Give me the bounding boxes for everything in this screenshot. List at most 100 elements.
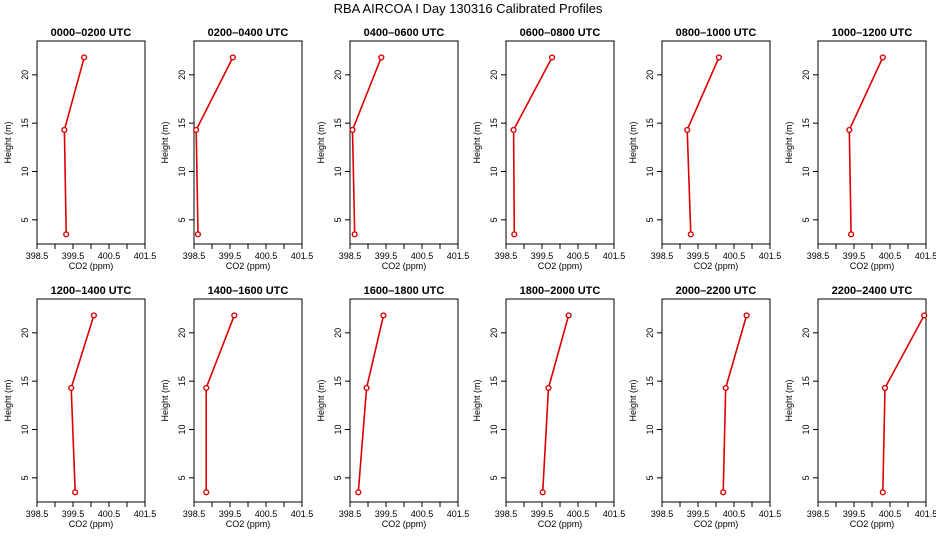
x-axis-label: CO2 (ppm) (226, 261, 271, 271)
x-axis-label: CO2 (ppm) (850, 261, 895, 271)
y-tick-label: 10 (645, 424, 655, 434)
panel-title: 1800–2000 UTC (520, 285, 601, 297)
y-tick-label: 5 (333, 217, 343, 222)
x-tick-label: 401.5 (915, 509, 936, 519)
data-point (203, 384, 210, 392)
y-tick-label: 20 (177, 328, 187, 338)
y-tick-label: 10 (801, 166, 811, 176)
x-axis-label: CO2 (ppm) (538, 519, 583, 529)
data-point (203, 489, 210, 496)
data-point (720, 489, 727, 496)
x-axis-label: CO2 (ppm) (694, 261, 739, 271)
data-point (548, 54, 556, 61)
x-tick-label: 398.5 (26, 251, 49, 261)
panel-title: 1200–1400 UTC (51, 285, 132, 297)
profile-line (882, 315, 925, 493)
profile-panel: 0200–0400 UTC 398.5 399.5 400.5 401.5 5 10 15 20… (160, 27, 313, 271)
profile-panel: 1800–2000 UTC 398.5 399.5 400.5 401.5 5 10 15 20… (472, 285, 625, 529)
x-tick-label: 398.5 (26, 509, 49, 519)
profile-panel: 0000–0200 UTC 398.5 399.5 400.5 401.5 5 10 15 20… (3, 27, 156, 271)
plot-frame (36, 298, 146, 503)
profile-line (351, 57, 383, 235)
y-tick-label: 20 (801, 328, 811, 338)
plot-frame (661, 40, 771, 245)
data-point (61, 126, 68, 134)
data-point (68, 384, 75, 392)
y-axis-label: Height (m) (3, 379, 13, 421)
profile-line (205, 315, 236, 493)
data-point (380, 312, 387, 319)
data-point (715, 54, 722, 61)
profile-line (70, 315, 95, 493)
y-tick-label: 10 (177, 166, 187, 176)
x-tick-label: 399.5 (62, 509, 85, 519)
y-axis-label: Height (m) (784, 121, 794, 163)
y-tick-label: 5 (177, 217, 187, 222)
y-axis-label: Height (m) (472, 379, 482, 421)
y-tick-label: 10 (333, 166, 343, 176)
x-tick-label: 398.5 (807, 509, 830, 519)
data-point (879, 54, 886, 61)
y-axis-label: Height (m) (472, 121, 482, 163)
plot-frame (505, 40, 615, 245)
panel-title: 0000–0200 UTC (51, 27, 132, 39)
y-axis-label: Height (m) (628, 121, 638, 163)
x-tick-label: 398.5 (339, 509, 362, 519)
x-tick-label: 400.5 (255, 251, 278, 261)
data-point (687, 231, 694, 238)
x-tick-label: 399.5 (843, 509, 866, 519)
x-tick-label: 400.5 (567, 509, 590, 519)
profile-line (848, 57, 884, 235)
y-tick-label: 10 (177, 424, 187, 434)
x-tick-label: 398.5 (651, 509, 674, 519)
profile-panel: 0600–0800 UTC 398.5 399.5 400.5 401.5 5 10 15 20… (472, 27, 625, 271)
panel-title: 1600–1800 UTC (364, 285, 445, 297)
plot-frame (349, 40, 459, 245)
data-point (848, 231, 855, 238)
y-tick-label: 5 (20, 217, 30, 222)
x-tick-label: 400.5 (879, 251, 902, 261)
y-tick-label: 10 (489, 166, 499, 176)
x-tick-label: 399.5 (687, 251, 710, 261)
y-axis-label: Height (m) (316, 121, 326, 163)
x-axis-label: CO2 (ppm) (538, 261, 583, 271)
panel-title: 0400–0600 UTC (364, 27, 445, 39)
panel-title: 1400–1600 UTC (208, 285, 289, 297)
x-tick-label: 401.5 (447, 509, 470, 519)
x-tick-label: 399.5 (531, 509, 554, 519)
panel-title: 0600–0800 UTC (520, 27, 601, 39)
y-tick-label: 10 (333, 424, 343, 434)
profile-panel: 1600–1800 UTC 398.5 399.5 400.5 401.5 5 10 15 20… (316, 285, 469, 529)
y-axis-label: Height (m) (628, 379, 638, 421)
y-tick-label: 10 (20, 424, 30, 434)
panel-title: 0200–0400 UTC (208, 27, 289, 39)
y-tick-label: 5 (489, 217, 499, 222)
y-tick-label: 20 (489, 328, 499, 338)
data-point (722, 384, 729, 392)
y-tick-label: 15 (489, 376, 499, 386)
x-axis-label: CO2 (ppm) (850, 519, 895, 529)
panel-title: 1000–1200 UTC (832, 27, 913, 39)
data-point (921, 312, 928, 319)
data-point (378, 54, 385, 61)
x-tick-label: 401.5 (291, 509, 314, 519)
data-point (229, 54, 236, 61)
plot-frame (193, 298, 303, 503)
y-tick-label: 15 (489, 118, 499, 128)
data-point (363, 384, 370, 392)
y-tick-label: 15 (333, 118, 343, 128)
data-point (63, 231, 70, 238)
y-tick-label: 15 (333, 376, 343, 386)
figure-title: RBA AIRCOA I Day 130316 Calibrated Profi… (334, 1, 603, 16)
y-tick-label: 15 (177, 118, 187, 128)
y-tick-label: 15 (645, 118, 655, 128)
data-point (351, 231, 358, 238)
plot-frame (817, 40, 927, 245)
x-tick-label: 399.5 (219, 509, 242, 519)
x-tick-label: 400.5 (98, 251, 121, 261)
profile-line (722, 315, 748, 493)
y-tick-label: 5 (20, 475, 30, 480)
x-tick-label: 400.5 (411, 509, 434, 519)
profile-line (63, 57, 85, 235)
